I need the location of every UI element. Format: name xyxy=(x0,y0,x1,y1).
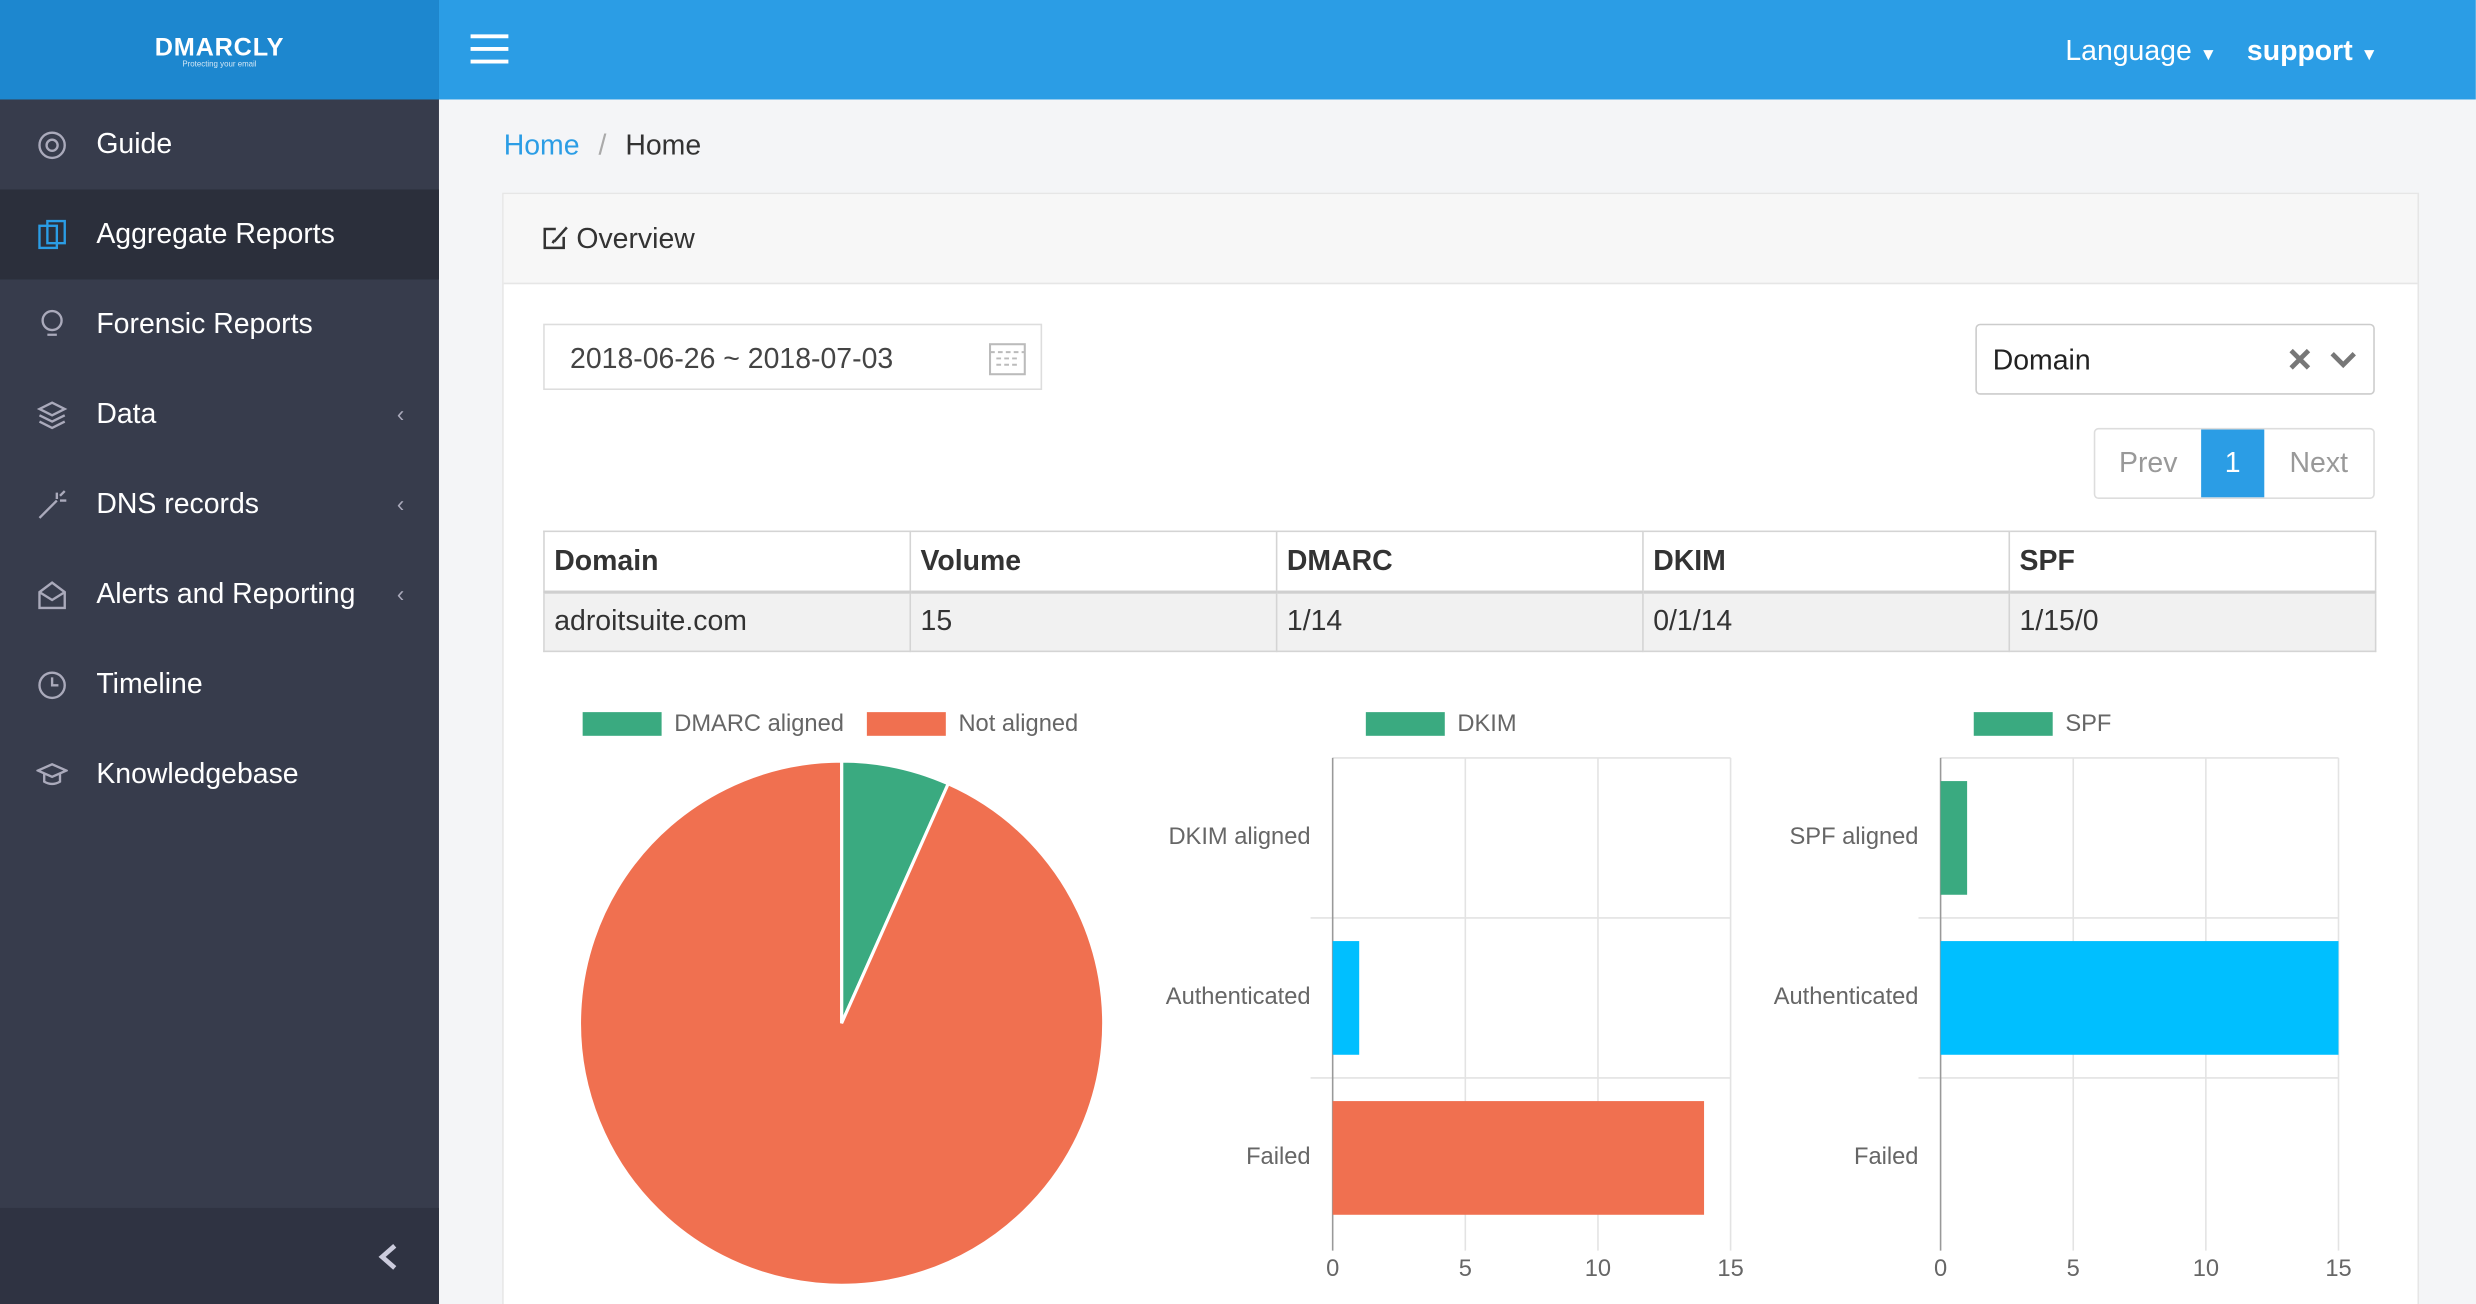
bar xyxy=(1940,941,2339,1055)
caret: ‹ xyxy=(396,491,405,517)
cell: 15 xyxy=(909,590,1278,653)
summary-table: Domain Volume DMARC DKIM SPF adroitsuite.com… xyxy=(543,530,2377,653)
column-header: Domain xyxy=(543,530,912,593)
breadcrumb-current: Home xyxy=(625,129,702,162)
y-tick-label: SPF aligned xyxy=(1790,824,1919,850)
language-menu[interactable]: Language ▼ xyxy=(2065,34,2217,67)
icon xyxy=(38,671,66,700)
legend-label: DMARC aligned xyxy=(674,711,844,737)
pagination: Prev 1 Next xyxy=(2093,427,2375,499)
bar xyxy=(1940,781,1968,895)
select-icons xyxy=(2289,348,2356,370)
nav-item[interactable]: Forensic Reports xyxy=(0,279,439,369)
nav-item[interactable]: Timeline xyxy=(0,639,439,729)
y-tick-label: Failed xyxy=(1854,1144,1918,1170)
nav-label: DNS records xyxy=(96,487,260,520)
page-prev[interactable]: Prev xyxy=(2118,446,2178,479)
icon xyxy=(38,490,67,519)
icon xyxy=(38,219,66,250)
user-menu[interactable]: support ▼ xyxy=(2246,34,2378,67)
legend-swatch xyxy=(866,712,946,736)
nav-label: Forensic Reports xyxy=(96,307,313,340)
legend-swatch xyxy=(582,712,662,736)
top-bar: Language ▼ support ▼ xyxy=(438,0,2476,100)
x-tick-label: 5 xyxy=(2067,1256,2080,1282)
cell: 0/1/14 xyxy=(1642,590,2011,653)
logo[interactable]: DMARCLY Protecting your email xyxy=(0,0,439,100)
language-label: Language xyxy=(2065,34,2192,67)
column-header: SPF xyxy=(2008,530,2377,593)
nav-item[interactable]: Data ‹ xyxy=(0,369,439,459)
column-header: DKIM xyxy=(1642,530,2011,593)
x-tick-label: 5 xyxy=(1459,1256,1472,1282)
nav-label: Timeline xyxy=(96,667,203,700)
caret: ‹ xyxy=(396,581,405,607)
card-header: Overview xyxy=(503,194,2418,285)
pie-slice xyxy=(840,759,951,1024)
x-tick-label: 0 xyxy=(1934,1256,1947,1282)
menu-toggle[interactable] xyxy=(470,33,509,65)
caret: ‹ xyxy=(396,401,405,427)
nav-item[interactable]: Alerts and Reporting ‹ xyxy=(0,549,439,639)
nav-item[interactable]: Knowledgebase xyxy=(0,729,439,819)
page-number[interactable]: 1 xyxy=(2201,429,2265,498)
nav-label: Data xyxy=(96,397,157,430)
icon xyxy=(378,1244,397,1270)
x-tick-label: 15 xyxy=(2325,1256,2351,1282)
domain-select[interactable]: Domain xyxy=(1975,323,2375,395)
nav-label: Guide xyxy=(96,127,173,160)
x-tick-label: 10 xyxy=(1585,1256,1611,1282)
data-row: adroitsuite.com 15 1/14 0/1/14 1/15/0 xyxy=(543,590,2377,653)
x-tick-label: 15 xyxy=(1717,1256,1743,1282)
legend-swatch xyxy=(1973,712,2053,736)
legend-label: SPF xyxy=(2065,711,2111,737)
legend-label: DKIM xyxy=(1457,711,1516,737)
icon xyxy=(543,226,568,250)
cell: 1/15/0 xyxy=(2008,590,2377,653)
logo-name: DMARCLY xyxy=(154,34,285,62)
x-tick-label: 0 xyxy=(1326,1256,1339,1282)
y-tick-label: Failed xyxy=(1246,1144,1310,1170)
legend-swatch xyxy=(1365,712,1445,736)
breadcrumb-link[interactable]: Home xyxy=(503,129,580,162)
icon xyxy=(36,401,68,430)
icon xyxy=(36,762,68,786)
header-row: Domain Volume DMARC DKIM SPF xyxy=(543,530,2377,593)
logo-tagline: Protecting your email xyxy=(182,60,257,70)
date-range: 2018-06-26 ~ 2018-07-03 xyxy=(570,342,894,375)
y-tick-label: DKIM aligned xyxy=(1168,824,1310,850)
domain-placeholder: Domain xyxy=(1992,344,2091,376)
legend-label: Not aligned xyxy=(958,711,1078,737)
nav-item[interactable]: Guide xyxy=(0,99,439,189)
y-tick-label: Authenticated xyxy=(1774,984,1919,1010)
icon xyxy=(38,581,66,610)
breadcrumb: Home / Home xyxy=(503,129,702,162)
icon xyxy=(41,309,63,336)
y-tick-label: Authenticated xyxy=(1166,984,1311,1010)
card-title: Overview xyxy=(576,222,695,255)
bar xyxy=(1332,1101,1705,1215)
nav-item[interactable]: Aggregate Reports xyxy=(0,189,439,280)
nav-label: Alerts and Reporting xyxy=(96,577,356,610)
nav-label: Knowledgebase xyxy=(96,757,299,790)
column-header: Volume xyxy=(909,530,1278,593)
calendar-icon xyxy=(989,343,1026,376)
pie-slice xyxy=(577,759,1106,1287)
bar xyxy=(1332,941,1360,1055)
date-range-input[interactable]: 2018-06-26 ~ 2018-07-03 xyxy=(543,323,1043,391)
page-next[interactable]: Next xyxy=(2289,446,2348,479)
icon xyxy=(38,131,66,160)
user-label: support xyxy=(2246,34,2353,67)
sidebar: DMARCLY Protecting your email Guide Aggr… xyxy=(0,0,439,1304)
cell: adroitsuite.com xyxy=(543,590,912,653)
column-header: DMARC xyxy=(1275,530,1644,593)
collapse-button[interactable] xyxy=(0,1207,439,1304)
nav-item[interactable]: DNS records ‹ xyxy=(0,459,439,549)
cell: 1/14 xyxy=(1275,590,1644,653)
x-tick-label: 10 xyxy=(2193,1256,2219,1282)
nav-label: Aggregate Reports xyxy=(96,217,335,250)
